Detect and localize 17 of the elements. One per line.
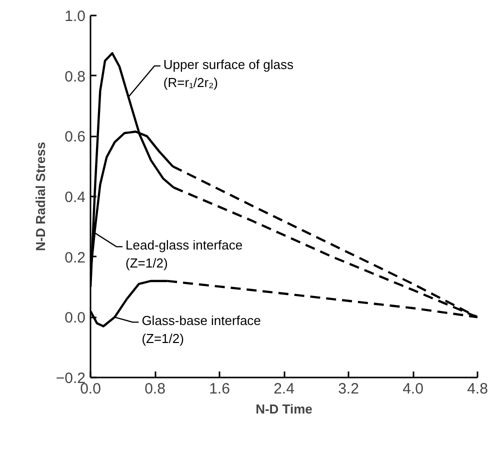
y-tick-label: 0.8 xyxy=(64,68,86,86)
x-tick-label: 2.4 xyxy=(274,380,294,398)
annotation: Glass-base interface (Z=1/2) xyxy=(142,313,261,346)
x-tick-label: 4.0 xyxy=(402,380,424,398)
y-tick-label: 0.6 xyxy=(64,128,86,146)
x-axis-title: N-D Time xyxy=(256,402,312,416)
x-tick-label: 0.8 xyxy=(144,380,166,398)
y-axis-title: N-D Radial Stress xyxy=(32,142,48,252)
x-tick-label: 4.8 xyxy=(467,380,488,398)
y-tick-label: 0.0 xyxy=(64,310,86,327)
annotation: Lead-glass interface (Z=1/2) xyxy=(126,238,243,271)
annotation: Upper surface of glass (R=r₁/2r₂) xyxy=(163,56,294,90)
y-tick-label: 0.2 xyxy=(64,249,86,266)
y-tick-label: 0.4 xyxy=(64,189,86,206)
x-tick-label: 1.6 xyxy=(209,380,230,398)
x-tick-label: 3.2 xyxy=(338,380,359,398)
y-tick-label: 1.0 xyxy=(64,8,86,25)
